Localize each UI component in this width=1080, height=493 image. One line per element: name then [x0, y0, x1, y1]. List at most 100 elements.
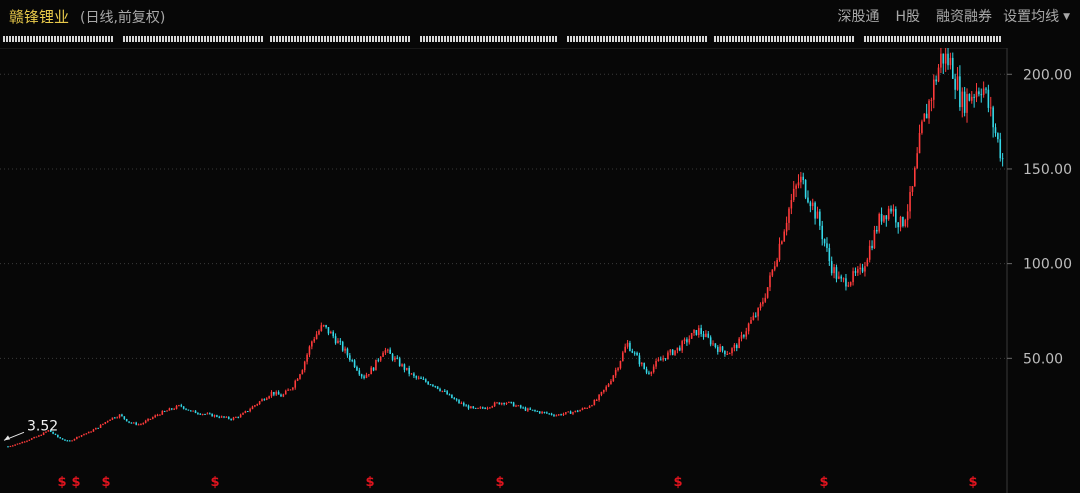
candle-body [95, 427, 97, 430]
dividend-marker[interactable]: $ [819, 475, 828, 490]
candle-body [605, 386, 607, 390]
candle-body [182, 406, 185, 409]
legend-tick [192, 36, 194, 42]
dividend-marker[interactable]: $ [968, 475, 977, 490]
candle-body [669, 349, 672, 353]
h-share-link[interactable]: H股 [895, 9, 920, 25]
candle-body [166, 410, 168, 412]
legend-tick [705, 36, 707, 42]
legend-tick [870, 36, 872, 42]
candle-body [593, 400, 596, 406]
legend-tick [201, 36, 203, 42]
candle-body [598, 394, 600, 401]
legend-tick [888, 36, 890, 42]
candle-body [757, 308, 759, 317]
legend-tick [129, 36, 131, 42]
candle-body [491, 406, 494, 408]
candle-body [396, 357, 399, 359]
candle-body [752, 315, 755, 320]
legend-tick [123, 36, 125, 42]
legend-tick [150, 36, 152, 42]
legend-tick [273, 36, 275, 42]
candle-body [377, 359, 380, 361]
candle-body [40, 434, 43, 436]
legend-tick [678, 36, 680, 42]
candle-body [569, 411, 572, 414]
candle-body [923, 113, 926, 122]
legend-tick [510, 36, 512, 42]
candle-body [909, 191, 911, 212]
candle-body [766, 287, 769, 298]
dividend-marker[interactable]: $ [365, 475, 374, 490]
candle-body [61, 438, 64, 440]
candle-body [816, 211, 819, 219]
legend-tick [633, 36, 635, 42]
legend-tick [615, 36, 617, 42]
legend-tick [69, 36, 71, 42]
candle-body [695, 330, 698, 336]
candle-body [401, 364, 403, 367]
legend-tick [612, 36, 614, 42]
dividend-marker[interactable]: $ [210, 475, 219, 490]
candle-body [854, 271, 857, 273]
legend-tick [915, 36, 917, 42]
dividend-marker[interactable]: $ [71, 475, 80, 490]
dividend-marker[interactable]: $ [57, 475, 66, 490]
dividend-marker[interactable]: $ [495, 475, 504, 490]
shenzhen-connect-link[interactable]: 深股通 [837, 9, 880, 25]
legend-tick [864, 36, 866, 42]
candle-body [712, 343, 714, 345]
annotations: 224.403.52 [3, 48, 970, 441]
candle-body [508, 401, 510, 403]
legend-tick [774, 36, 776, 42]
grid-lines [0, 73, 1007, 359]
candle-body [702, 334, 705, 337]
legend-tick [798, 36, 800, 42]
candle-body [541, 411, 543, 414]
candle-body [657, 359, 660, 361]
legend-tick [240, 36, 242, 42]
legend-tick [993, 36, 995, 42]
legend-tick [399, 36, 401, 42]
candle-body [232, 417, 235, 420]
candle-body [76, 436, 78, 439]
candle-body [678, 347, 681, 351]
legend-tick [732, 36, 734, 42]
margin-trading-link[interactable]: 融资融券 [936, 9, 992, 25]
legend-tick [429, 36, 431, 42]
candle-body [512, 402, 515, 407]
candle-body [802, 176, 805, 181]
legend-tick [528, 36, 530, 42]
candle-body [902, 216, 904, 227]
candle-body [937, 67, 940, 82]
candle-body [664, 358, 667, 360]
candle-body [391, 353, 394, 360]
legend-tick [60, 36, 62, 42]
dividend-marker[interactable]: $ [101, 475, 110, 490]
candle-body [970, 96, 973, 101]
legend-tick [402, 36, 404, 42]
dividend-marker[interactable]: $ [673, 475, 682, 490]
moving-average-setting-button[interactable]: 设置均线 ▼ [1003, 6, 1070, 26]
legend-tick [825, 36, 827, 42]
candle-body [265, 398, 268, 400]
candle-body [999, 139, 1002, 159]
candle-body [764, 297, 767, 302]
legend-tick [579, 36, 581, 42]
legend-tick [279, 36, 281, 42]
legend-tick [546, 36, 548, 42]
candle-body [911, 186, 914, 192]
legend-tick [939, 36, 941, 42]
legend-tick [780, 36, 782, 42]
legend-tick [432, 36, 434, 42]
candle-body [372, 367, 375, 371]
candle-body [543, 411, 546, 413]
legend-tick [927, 36, 929, 42]
candle-body [783, 231, 786, 242]
legend-tick [438, 36, 440, 42]
candle-body [121, 414, 123, 417]
legend-tick [834, 36, 836, 42]
legend-tick [210, 36, 212, 42]
legend-tick [942, 36, 944, 42]
